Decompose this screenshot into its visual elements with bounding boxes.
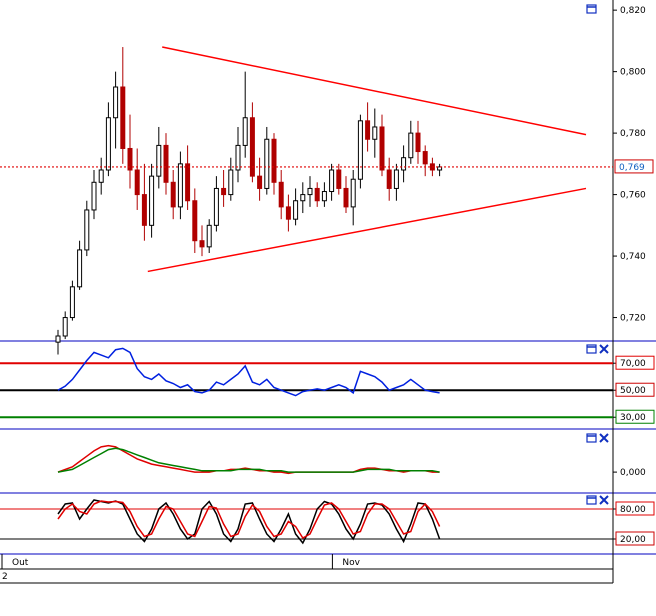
price-candle-body xyxy=(98,169,104,183)
price-candle-body xyxy=(170,181,176,208)
price-candle-body xyxy=(55,335,61,343)
stochastic-level-box xyxy=(615,501,655,516)
price-candle-body xyxy=(62,317,68,337)
price-candle-body xyxy=(235,144,241,171)
price-candle-body xyxy=(321,191,327,202)
price-ytick-label: 0,820 xyxy=(620,6,646,16)
price-candle-body xyxy=(336,169,342,189)
macd-ytick-label: 0,000 xyxy=(620,468,646,478)
time-axis-label: Nov xyxy=(342,558,360,568)
price-candle-body xyxy=(249,117,255,177)
price-candle-body xyxy=(141,194,147,226)
price-candle-body xyxy=(285,206,291,220)
price-candle-body xyxy=(357,120,363,180)
price-candle-body xyxy=(156,144,162,177)
macd-series-line-1 xyxy=(57,447,440,473)
price-candle-body xyxy=(105,117,111,171)
macd-panel-maximize-icon[interactable] xyxy=(586,433,597,443)
price-candle-body xyxy=(314,187,320,202)
price-candle-body xyxy=(372,126,378,140)
price-candle-body xyxy=(206,224,212,248)
price-candle-body xyxy=(278,181,284,208)
price-candle-body xyxy=(163,144,169,183)
price-candle-body xyxy=(213,187,219,226)
price-ytick-label: 0,720 xyxy=(620,314,646,324)
price-candle-body xyxy=(91,181,97,211)
price-candle-body xyxy=(379,126,385,171)
price-candle-body xyxy=(300,194,306,202)
rsi-panel-maximize-icon[interactable] xyxy=(586,344,597,354)
price-candle-body xyxy=(422,151,428,165)
trendline-upper xyxy=(162,46,587,136)
stochastic-panel-maximize-icon[interactable] xyxy=(586,495,597,505)
price-candle-body xyxy=(415,132,421,153)
price-candle-body xyxy=(149,175,155,226)
price-candle-body xyxy=(307,187,313,196)
price-candle-body xyxy=(264,138,270,189)
last-price-box xyxy=(614,159,654,174)
price-ytick-label: 0,760 xyxy=(620,191,646,201)
price-candle-body xyxy=(192,200,198,242)
rsi-level-box xyxy=(615,355,655,370)
price-candle-body xyxy=(257,175,263,189)
rsi-ytick-label: 30,00 xyxy=(620,413,646,423)
stochastic-ytick-label: 80,00 xyxy=(620,505,646,515)
price-candle-body xyxy=(271,138,277,183)
price-candle-body xyxy=(199,240,205,248)
price-candle-body xyxy=(242,117,248,146)
rsi-panel-close-icon[interactable] xyxy=(599,344,609,354)
price-candle-body xyxy=(343,187,349,208)
price-candle-body xyxy=(185,163,191,202)
last-price-label: 0,769 xyxy=(619,163,645,173)
price-candle-body xyxy=(329,169,335,193)
stochastic-level-box xyxy=(615,531,655,546)
price-candle-body xyxy=(84,209,90,251)
stochastic-ytick-label: 20,00 xyxy=(620,535,646,545)
price-candle-body xyxy=(221,187,227,196)
trendline-lower xyxy=(147,187,587,273)
price-candle-body xyxy=(127,147,133,171)
rsi-level-box xyxy=(615,409,655,424)
price-candle-body xyxy=(437,166,443,171)
price-ytick-label: 0,780 xyxy=(620,129,646,139)
price-candle-body xyxy=(120,86,126,149)
price-candle-body xyxy=(228,169,234,196)
price-candle-body xyxy=(293,200,299,220)
rsi-level-box xyxy=(615,382,655,397)
price-candle-body xyxy=(365,120,371,140)
price-candle-body xyxy=(177,163,183,208)
price-candle-body xyxy=(113,86,119,119)
price-candle-body xyxy=(350,178,356,208)
macd-panel-close-icon[interactable] xyxy=(599,433,609,443)
price-candle-body xyxy=(134,169,140,196)
status-text: 2 xyxy=(2,572,8,582)
price-candle-body xyxy=(393,169,399,189)
rsi-ytick-label: 50,00 xyxy=(620,386,646,396)
rsi-series-line-0 xyxy=(57,347,440,397)
price-panel-maximize-icon[interactable] xyxy=(586,4,597,14)
rsi-ytick-label: 70,00 xyxy=(620,359,646,369)
price-ytick-label: 0,740 xyxy=(620,252,646,262)
price-candle-body xyxy=(401,157,407,171)
time-axis-label: Out xyxy=(12,558,29,568)
price-candle-body xyxy=(77,249,83,288)
stochastic-panel-close-icon[interactable] xyxy=(599,495,609,505)
price-ytick-label: 0,800 xyxy=(620,68,646,78)
stochastic-series-line-1 xyxy=(57,500,441,540)
price-candle-body xyxy=(408,132,414,159)
price-candle-body xyxy=(69,286,75,319)
price-candle-body xyxy=(386,169,392,189)
